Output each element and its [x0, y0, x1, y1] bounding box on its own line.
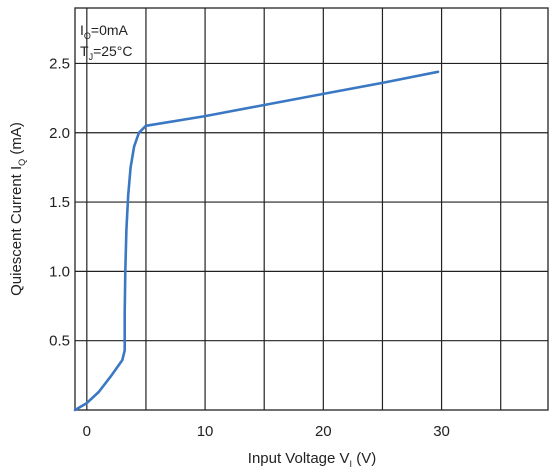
y-tick-label: 0.5 [49, 333, 70, 350]
x-tick-labels: 0 10 20 30 [83, 423, 450, 440]
annotation-junction-temperature: TJ=25°C [80, 43, 133, 62]
x-tick-label: 0 [83, 423, 91, 440]
plot-frame [74, 7, 549, 411]
y-axis-label: Quiescent Current IQ (mA) [8, 122, 27, 296]
annotation-output-current: IO=0mA [80, 22, 129, 41]
y-tick-label: 2.5 [49, 55, 70, 72]
x-axis-label: Input Voltage VI (V) [248, 450, 376, 469]
grid-lines [75, 8, 548, 410]
x-tick-label: 20 [315, 423, 332, 440]
series-line [73, 70, 440, 412]
data-points [74, 71, 439, 411]
x-tick-label: 30 [433, 423, 450, 440]
x-tick-label: 10 [197, 423, 214, 440]
y-tick-label: 1.5 [49, 194, 70, 211]
y-tick-label: 2.0 [49, 125, 70, 142]
y-tick-label: 1.0 [49, 263, 70, 280]
y-tick-labels: 0.5 1.0 1.5 2.0 2.5 [49, 55, 70, 349]
